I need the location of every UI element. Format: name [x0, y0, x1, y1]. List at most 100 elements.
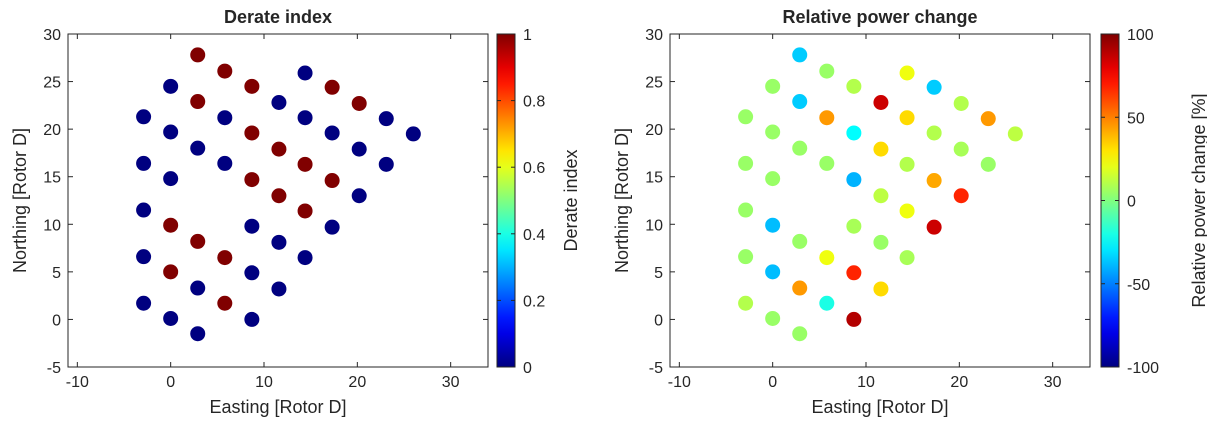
- x-tick-label: 30: [1044, 374, 1062, 391]
- scatter-point: [819, 295, 835, 311]
- colorbar-tick-label: 0: [523, 360, 532, 377]
- scatter-point: [926, 125, 942, 141]
- colorbar-tick-label: -50: [1127, 277, 1150, 294]
- scatter-point: [297, 156, 313, 172]
- scatter-point: [873, 141, 889, 157]
- y-tick-label: 10: [43, 217, 61, 234]
- scatter-point: [136, 202, 152, 218]
- scatter-point: [217, 250, 233, 266]
- scatter-point: [190, 94, 206, 110]
- scatter-point: [846, 78, 862, 94]
- scatter-point: [765, 217, 781, 233]
- scatter-point: [819, 110, 835, 126]
- scatter-point: [136, 295, 152, 311]
- scatter-point: [190, 233, 206, 249]
- scatter-point: [765, 310, 781, 326]
- y-tick-label: 25: [645, 75, 663, 92]
- colorbar-tick-label: 0.4: [523, 227, 545, 244]
- scatter-point: [792, 326, 808, 342]
- scatter-point: [163, 310, 179, 326]
- y-tick-label: 5: [654, 265, 663, 282]
- scatter-point: [271, 95, 287, 111]
- scatter-point: [324, 125, 340, 141]
- scatter-point: [819, 63, 835, 79]
- scatter-point: [792, 94, 808, 110]
- scatter-point: [953, 141, 969, 157]
- scatter-point: [190, 280, 206, 296]
- scatter-point: [738, 202, 754, 218]
- y-tick-label: 30: [645, 27, 663, 44]
- scatter-point: [163, 264, 179, 280]
- scatter-point: [351, 95, 367, 111]
- scatter-point: [378, 156, 394, 172]
- scatter-point: [819, 155, 835, 171]
- scatter-point: [846, 311, 862, 327]
- scatter-point: [244, 311, 260, 327]
- scatter-point: [765, 124, 781, 140]
- scatter-point: [297, 203, 313, 219]
- x-tick-label: 10: [857, 374, 875, 391]
- scatter-point: [899, 250, 915, 266]
- y-tick-label: 15: [645, 170, 663, 187]
- y-tick-label: 0: [654, 312, 663, 329]
- scatter-point: [297, 250, 313, 266]
- scatter-point: [738, 249, 754, 265]
- scatter-point: [271, 188, 287, 204]
- scatter-point: [351, 141, 367, 157]
- scatter-point: [980, 156, 996, 172]
- scatter-point: [899, 110, 915, 126]
- y-tick-label: 20: [645, 122, 663, 139]
- scatter-point: [846, 218, 862, 234]
- scatter-point: [297, 110, 313, 126]
- scatter-point: [217, 110, 233, 126]
- colorbar-tick-label: 100: [1127, 27, 1154, 44]
- scatter-point: [846, 125, 862, 141]
- y-tick-label: 10: [645, 217, 663, 234]
- scatter-point: [136, 155, 152, 171]
- scatter-point: [217, 155, 233, 171]
- scatter-point: [926, 173, 942, 189]
- scatter-point: [351, 188, 367, 204]
- y-tick-label: 25: [43, 75, 61, 92]
- y-axis-label: Northing [Rotor D]: [612, 128, 632, 273]
- y-tick-label: -5: [47, 360, 61, 377]
- chart-title: Derate index: [224, 7, 332, 27]
- scatter-point: [792, 280, 808, 296]
- scatter-point: [163, 171, 179, 187]
- scatter-point: [1007, 126, 1023, 142]
- scatter-point: [926, 79, 942, 95]
- scatter-point: [846, 172, 862, 188]
- scatter-point: [405, 126, 421, 142]
- y-axis-label: Northing [Rotor D]: [10, 128, 30, 273]
- scatter-point: [271, 234, 287, 250]
- y-tick-label: 15: [43, 170, 61, 187]
- colorbar-tick-label: -100: [1127, 360, 1159, 377]
- scatter-point: [792, 140, 808, 156]
- scatter-point: [217, 295, 233, 311]
- scatter-point: [324, 219, 340, 235]
- scatter-point: [873, 188, 889, 204]
- y-tick-label: -5: [649, 360, 663, 377]
- colorbar-tick-label: 0.8: [523, 94, 545, 111]
- scatter-point: [244, 125, 260, 141]
- scatter-point: [738, 295, 754, 311]
- x-tick-label: 0: [166, 374, 175, 391]
- x-tick-label: 30: [442, 374, 460, 391]
- scatter-point: [765, 264, 781, 280]
- scatter-point: [244, 172, 260, 188]
- colorbar-label: Relative power change [%]: [1189, 93, 1207, 307]
- scatter-point: [217, 63, 233, 79]
- scatter-point: [765, 171, 781, 187]
- scatter-point: [899, 203, 915, 219]
- scatter-point: [873, 95, 889, 111]
- scatter-point: [244, 78, 260, 94]
- scatter-point: [324, 79, 340, 95]
- x-tick-label: -10: [66, 374, 89, 391]
- x-axis-label: Easting [Rotor D]: [811, 397, 948, 417]
- scatter-point: [163, 217, 179, 233]
- scatter-point: [926, 219, 942, 235]
- scatter-point: [163, 124, 179, 140]
- scatter-point: [738, 109, 754, 125]
